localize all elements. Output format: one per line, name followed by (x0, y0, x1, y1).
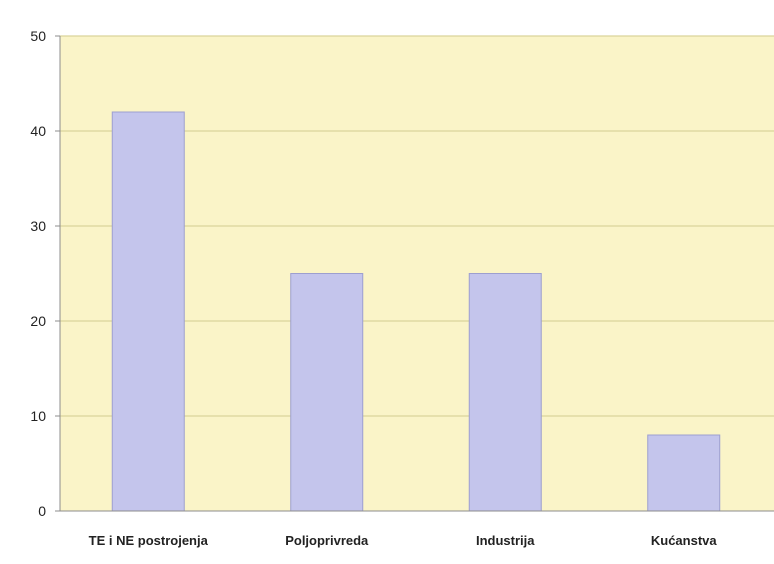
y-tick-label-0: 0 (38, 503, 46, 519)
y-tick-label-50: 50 (30, 28, 46, 44)
bar-ku-anstva (647, 434, 721, 512)
bar-industrija (468, 273, 542, 512)
y-tick-label-20: 20 (30, 313, 46, 329)
bars (111, 111, 721, 512)
x-tick-label: Kućanstva (651, 533, 718, 548)
x-tick-label: Industrija (476, 533, 535, 548)
y-tick-label-30: 30 (30, 218, 46, 234)
bar-te-i-ne-postrojenja (111, 111, 185, 512)
y-tick-label-10: 10 (30, 408, 46, 424)
x-axis-labels: TE i NE postrojenja Poljoprivreda Industri… (89, 533, 718, 548)
x-tick-label: TE i NE postrojenja (89, 533, 209, 548)
y-tick-label-40: 40 (30, 123, 46, 139)
y-axis-ticks: 0 10 20 30 40 50 (30, 28, 60, 519)
bar-poljoprivreda (290, 273, 364, 512)
x-tick-label: Poljoprivreda (285, 533, 369, 548)
